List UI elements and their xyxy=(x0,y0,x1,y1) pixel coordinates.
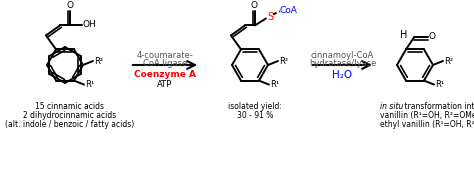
Text: ethyl vanillin (R¹=OH, R²=OEt): ethyl vanillin (R¹=OH, R²=OEt) xyxy=(380,120,474,129)
Text: 2 dihydrocinnamic acids: 2 dihydrocinnamic acids xyxy=(23,111,117,120)
Text: ATP: ATP xyxy=(157,80,173,89)
Text: transformation into: transformation into xyxy=(402,102,474,111)
Text: 15 cinnamic acids: 15 cinnamic acids xyxy=(36,102,104,111)
Text: (alt. indole / benzoic / fatty acids): (alt. indole / benzoic / fatty acids) xyxy=(5,120,135,129)
Text: O: O xyxy=(429,32,436,41)
Text: Coenzyme A: Coenzyme A xyxy=(134,70,196,79)
Text: OH: OH xyxy=(83,20,97,29)
Text: 4-coumarate-: 4-coumarate- xyxy=(137,51,193,60)
Text: H₂O: H₂O xyxy=(332,70,353,80)
Text: isolated yield:: isolated yield: xyxy=(228,102,282,111)
Text: R²: R² xyxy=(444,57,453,66)
Text: O: O xyxy=(250,1,257,10)
Text: CoA ligase: CoA ligase xyxy=(143,59,187,68)
Text: R¹: R¹ xyxy=(435,80,444,89)
Text: S: S xyxy=(267,12,273,22)
Text: R²: R² xyxy=(279,57,288,66)
Text: R¹: R¹ xyxy=(270,80,279,89)
Text: in situ: in situ xyxy=(380,102,403,111)
Text: vanillin (R¹=OH, R²=OMe) or: vanillin (R¹=OH, R²=OMe) or xyxy=(380,111,474,120)
Text: hydratase/lyase: hydratase/lyase xyxy=(309,59,376,68)
Text: R²: R² xyxy=(94,57,103,66)
Text: cinnamoyl-CoA: cinnamoyl-CoA xyxy=(311,51,374,60)
Text: O: O xyxy=(66,1,73,10)
Text: R¹: R¹ xyxy=(85,80,94,89)
Text: CoA: CoA xyxy=(280,6,298,15)
Text: H: H xyxy=(400,30,407,40)
Text: 30 - 91 %: 30 - 91 % xyxy=(237,111,273,120)
